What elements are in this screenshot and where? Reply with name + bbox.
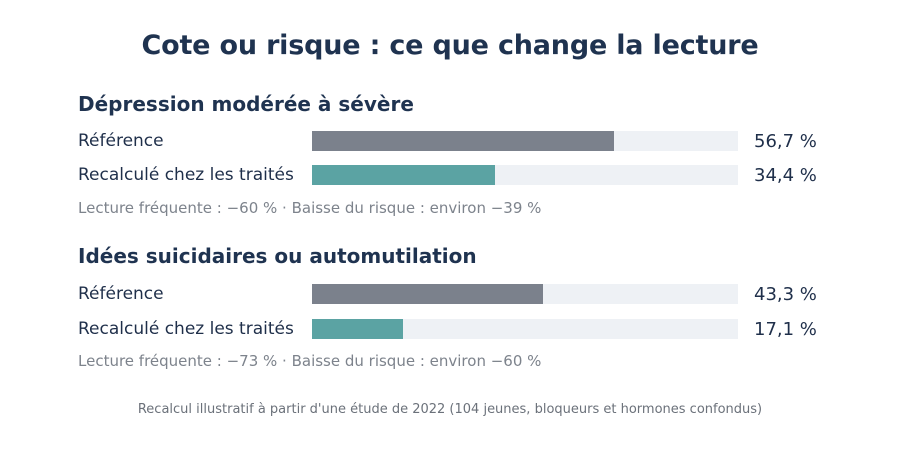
- bar-track: [312, 165, 738, 185]
- bar-track: [312, 319, 738, 339]
- value-label: 17,1 %: [754, 319, 817, 340]
- value-label: 43,3 %: [754, 284, 817, 305]
- group-title-suicidal: Idées suicidaires ou automutilation: [78, 244, 477, 268]
- bar-reference: [312, 284, 543, 304]
- row-label: Référence: [78, 131, 164, 151]
- row-label: Référence: [78, 284, 164, 304]
- bar-track: [312, 131, 738, 151]
- row-label: Recalculé chez les traités: [78, 165, 294, 185]
- bar-treated: [312, 165, 496, 185]
- chart-title: Cote ou risque : ce que change la lectur…: [141, 30, 759, 61]
- footer-source: Recalcul illustratif à partir d'une étud…: [137, 402, 763, 417]
- value-label: 34,4 %: [754, 165, 817, 186]
- bar-reference: [312, 131, 614, 151]
- value-label: 56,7 %: [754, 131, 817, 152]
- group-note: Lecture fréquente : −73 % · Baisse du ri…: [78, 352, 542, 370]
- group-note: Lecture fréquente : −60 % · Baisse du ri…: [78, 199, 542, 217]
- row-label: Recalculé chez les traités: [78, 319, 294, 339]
- bar-track: [312, 284, 738, 304]
- group-title-depression: Dépression modérée à sévère: [78, 92, 414, 116]
- bar-treated: [312, 319, 404, 339]
